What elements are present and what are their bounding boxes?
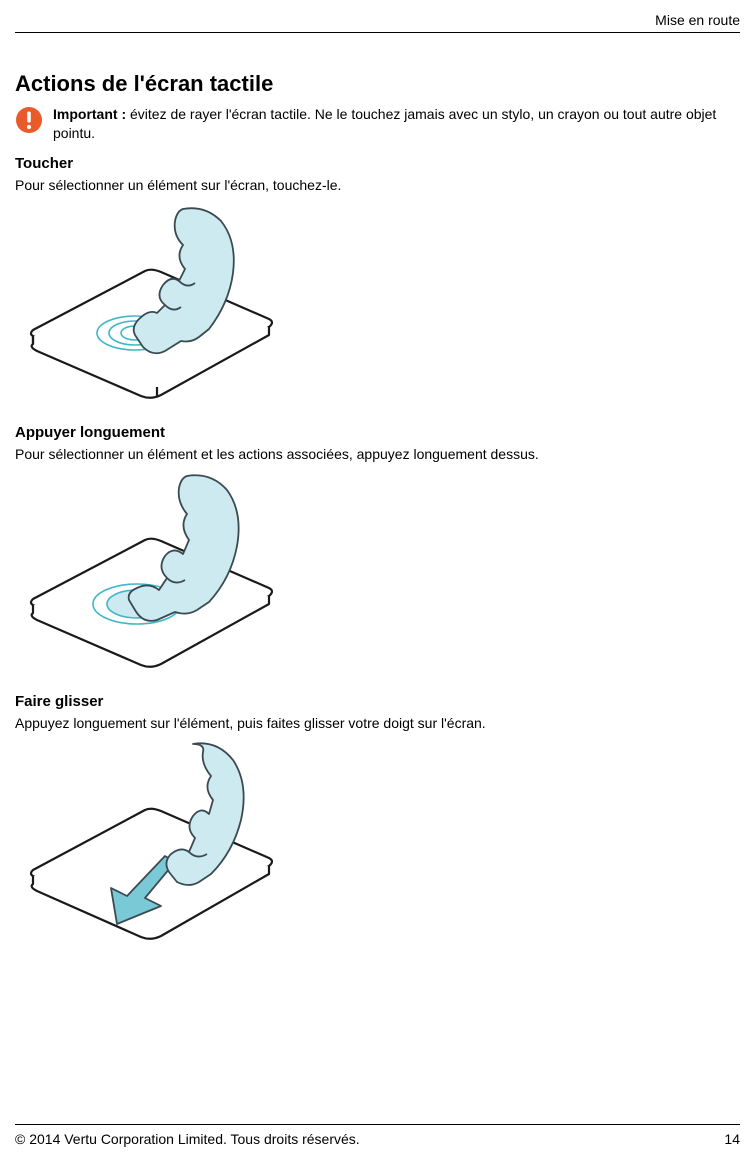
document-page: Mise en route Actions de l'écran tactile… [0,0,755,1161]
figure-longpress [15,470,740,675]
section-heading-toucher: Toucher [15,155,740,172]
warning-icon [15,106,43,139]
important-callout: Important : évitez de rayer l'écran tact… [15,105,740,143]
section-body-toucher: Pour sélectionner un élément sur l'écran… [15,176,740,195]
footer-copyright: © 2014 Vertu Corporation Limited. Tous d… [15,1131,360,1147]
section-heading-drag: Faire glisser [15,693,740,710]
figure-tap [15,201,740,406]
important-body: évitez de rayer l'écran tactile. Ne le t… [53,106,716,141]
section-body-drag: Appuyez longuement sur l'élément, puis f… [15,714,740,733]
footer-rule [15,1124,740,1125]
important-text: Important : évitez de rayer l'écran tact… [53,105,740,143]
header-rule [15,32,740,33]
page-footer: © 2014 Vertu Corporation Limited. Tous d… [15,1124,740,1147]
header-section-label: Mise en route [15,12,740,32]
footer-page-number: 14 [724,1131,740,1147]
figure-drag [15,738,740,953]
important-label: Important : [53,106,126,122]
section-heading-longpress: Appuyer longuement [15,424,740,441]
section-body-longpress: Pour sélectionner un élément et les acti… [15,445,740,464]
page-title: Actions de l'écran tactile [15,71,740,97]
